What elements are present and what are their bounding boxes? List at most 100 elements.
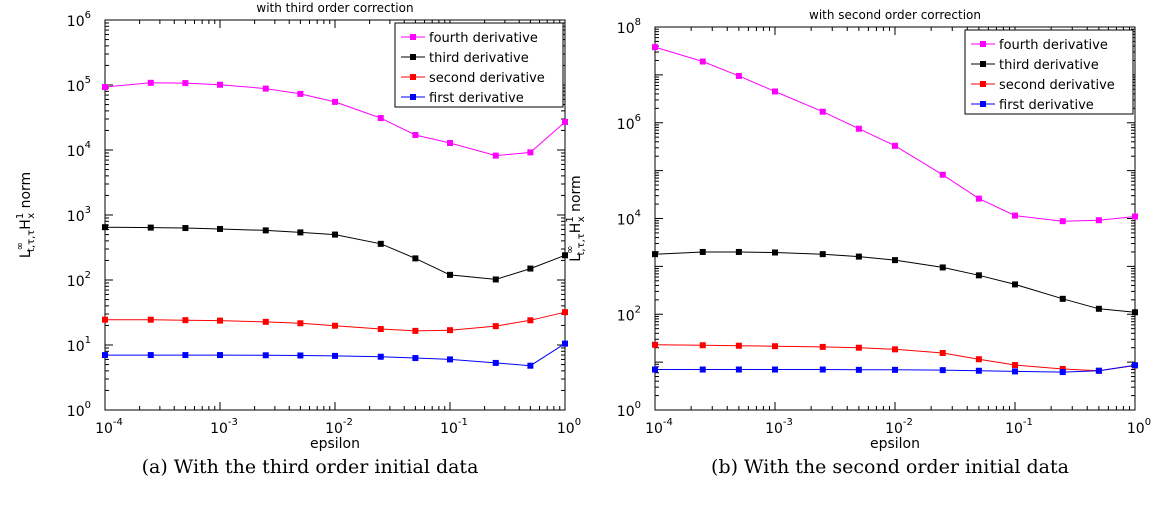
y-axis-label-part: norm	[18, 172, 34, 213]
legend-label: second derivative	[429, 71, 545, 86]
x-tick-label-base: 10	[95, 421, 113, 437]
data-point	[1012, 212, 1018, 219]
x-tick-label-exp: 0	[575, 417, 581, 428]
x-tick-label-base: 10	[557, 421, 575, 437]
data-point	[492, 359, 499, 366]
data-point	[182, 352, 189, 359]
x-tick-label-exp: -3	[228, 417, 238, 428]
data-point	[297, 320, 304, 327]
data-point	[332, 231, 338, 238]
caption-a: (a) With the third order initial data	[141, 456, 479, 478]
data-point	[892, 346, 898, 353]
y-tick-label-exp: 3	[85, 205, 91, 216]
x-tick-label-exp: 0	[1145, 417, 1151, 428]
x-tick-label: 10-1	[440, 417, 468, 437]
data-point	[735, 342, 742, 349]
y-axis-label-part: H	[18, 219, 34, 230]
y-axis-label-part: 1	[565, 216, 576, 222]
chart-title-b: with second order correction	[809, 8, 981, 22]
x-axis-label-a: epsilon	[310, 436, 360, 452]
y-tick-label: 101	[67, 335, 91, 355]
data-point	[819, 108, 826, 115]
y-tick-label-exp: 6	[85, 10, 91, 21]
data-point	[147, 316, 154, 323]
data-point	[147, 224, 154, 231]
y-tick-label: 104	[617, 209, 641, 229]
data-point	[699, 342, 706, 349]
y-tick-label: 105	[67, 75, 91, 95]
data-point	[975, 367, 982, 374]
data-point	[412, 132, 419, 139]
data-point	[699, 248, 706, 255]
legend-marker	[980, 61, 986, 67]
x-tick-label-base: 10	[440, 421, 458, 437]
data-point	[297, 352, 304, 359]
x-tick-label: 10-1	[1005, 417, 1033, 437]
x-tick-label-exp: -3	[783, 417, 793, 428]
y-tick-label-base: 10	[67, 274, 85, 290]
data-point	[377, 240, 384, 247]
legend-label: first derivative	[429, 91, 524, 106]
data-point	[447, 271, 453, 278]
legend-label: fourth derivative	[999, 38, 1108, 53]
data-point	[939, 264, 946, 271]
data-point	[892, 366, 898, 373]
legend-marker	[980, 41, 986, 47]
data-point	[652, 251, 658, 258]
y-axis-label-part: t,τ,τ	[576, 233, 587, 255]
legend-label: fourth derivative	[429, 31, 538, 46]
data-point	[1012, 368, 1018, 375]
data-point	[1095, 217, 1102, 224]
y-tick-label-exp: 8	[635, 17, 641, 28]
y-tick-label-exp: 0	[85, 400, 91, 411]
data-point	[562, 340, 568, 347]
data-point	[562, 118, 568, 125]
legend-a: fourth derivative third derivative second …	[394, 22, 564, 108]
y-axis-label-part: 1	[15, 213, 26, 219]
y-tick-label: 100	[617, 400, 641, 420]
data-point	[182, 317, 189, 324]
data-point	[102, 316, 108, 323]
legend-label: third derivative	[429, 51, 529, 66]
y-tick-label-base: 10	[67, 339, 85, 355]
legend-marker	[410, 94, 416, 100]
x-tick-label-exp: -1	[1023, 417, 1033, 428]
data-point	[652, 366, 658, 373]
y-tick-label-exp: 4	[85, 140, 91, 151]
data-point	[819, 251, 826, 258]
data-point	[1132, 309, 1138, 316]
data-point	[1095, 305, 1102, 312]
data-point	[527, 362, 534, 369]
y-tick-label-base: 10	[67, 14, 85, 30]
data-point	[939, 171, 946, 178]
data-point	[447, 356, 453, 363]
data-point	[975, 356, 982, 363]
data-point	[975, 195, 982, 202]
legend-marker	[410, 74, 416, 80]
data-point	[527, 149, 534, 156]
data-point	[1012, 281, 1018, 288]
x-tick-label: 10-4	[95, 417, 123, 437]
caption-b: (b) With the second order initial data	[711, 456, 1069, 478]
y-tick-label-exp: 4	[635, 209, 641, 220]
data-point	[735, 72, 742, 79]
y-tick-label: 106	[67, 10, 91, 30]
data-point	[297, 90, 304, 97]
data-point	[377, 115, 384, 122]
y-tick-label: 100	[67, 400, 91, 420]
y-tick-label-base: 10	[67, 144, 85, 160]
data-point	[975, 272, 982, 279]
legend-marker	[980, 101, 986, 107]
y-axis-label-part: L	[568, 254, 584, 262]
legend-label: first derivative	[999, 98, 1094, 113]
y-tick-label-exp: 2	[85, 270, 91, 281]
data-point	[772, 366, 778, 373]
y-tick-label-base: 10	[617, 117, 635, 133]
y-tick-label-base: 10	[617, 213, 635, 229]
data-point	[1059, 369, 1066, 376]
data-point	[855, 344, 862, 351]
chart-title-a: with third order correction	[256, 1, 413, 15]
data-point	[412, 327, 419, 334]
